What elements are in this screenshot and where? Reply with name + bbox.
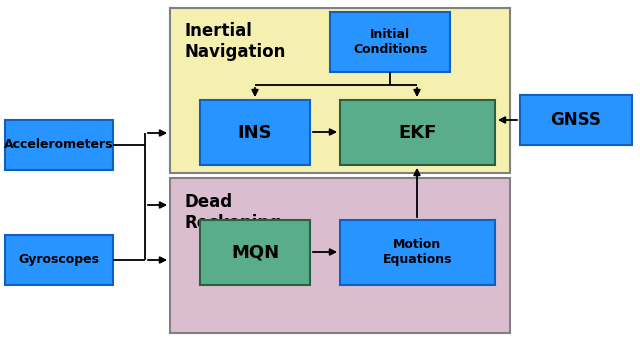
Text: Inertial
Navigation: Inertial Navigation (185, 22, 286, 61)
Text: GNSS: GNSS (550, 111, 602, 129)
Text: MQN: MQN (231, 243, 279, 262)
Bar (5, 120, 113, 170)
Text: Accelerometers: Accelerometers (4, 138, 114, 151)
Text: Initial
Conditions: Initial Conditions (353, 28, 427, 56)
Bar (170, 8, 510, 173)
Text: INS: INS (237, 123, 272, 142)
Text: Motion
Equations: Motion Equations (383, 238, 452, 267)
Bar (520, 95, 632, 145)
Text: Gyroscopes: Gyroscopes (19, 253, 99, 267)
Bar (5, 235, 113, 285)
Bar (170, 178, 510, 333)
Text: Dead
Reckoning: Dead Reckoning (185, 193, 282, 232)
Bar (200, 220, 310, 285)
Bar (330, 12, 450, 72)
Bar (340, 220, 495, 285)
Text: EKF: EKF (398, 123, 436, 142)
Bar (340, 100, 495, 165)
Bar (200, 100, 310, 165)
